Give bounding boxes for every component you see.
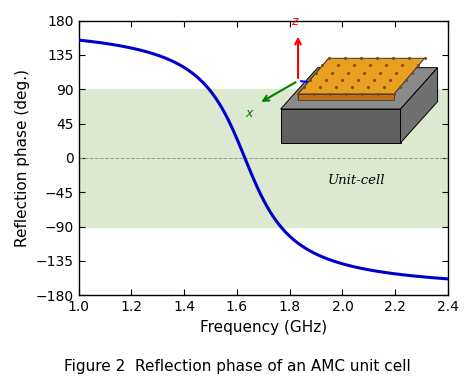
Polygon shape [298,58,425,94]
X-axis label: Frequency (GHz): Frequency (GHz) [200,320,327,335]
Text: Figure 2  Reflection phase of an AMC unit cell: Figure 2 Reflection phase of an AMC unit… [64,359,410,374]
Bar [79,89,448,227]
Polygon shape [401,68,438,143]
Y-axis label: Reflection phase (deg.): Reflection phase (deg.) [15,69,30,247]
Text: $x$: $x$ [245,107,255,120]
Polygon shape [298,94,394,100]
Text: $y$: $y$ [350,81,360,96]
Text: $z$: $z$ [292,15,300,28]
Text: Unit-cell: Unit-cell [328,174,386,187]
Polygon shape [298,58,328,100]
Polygon shape [281,109,401,143]
Polygon shape [281,68,438,109]
